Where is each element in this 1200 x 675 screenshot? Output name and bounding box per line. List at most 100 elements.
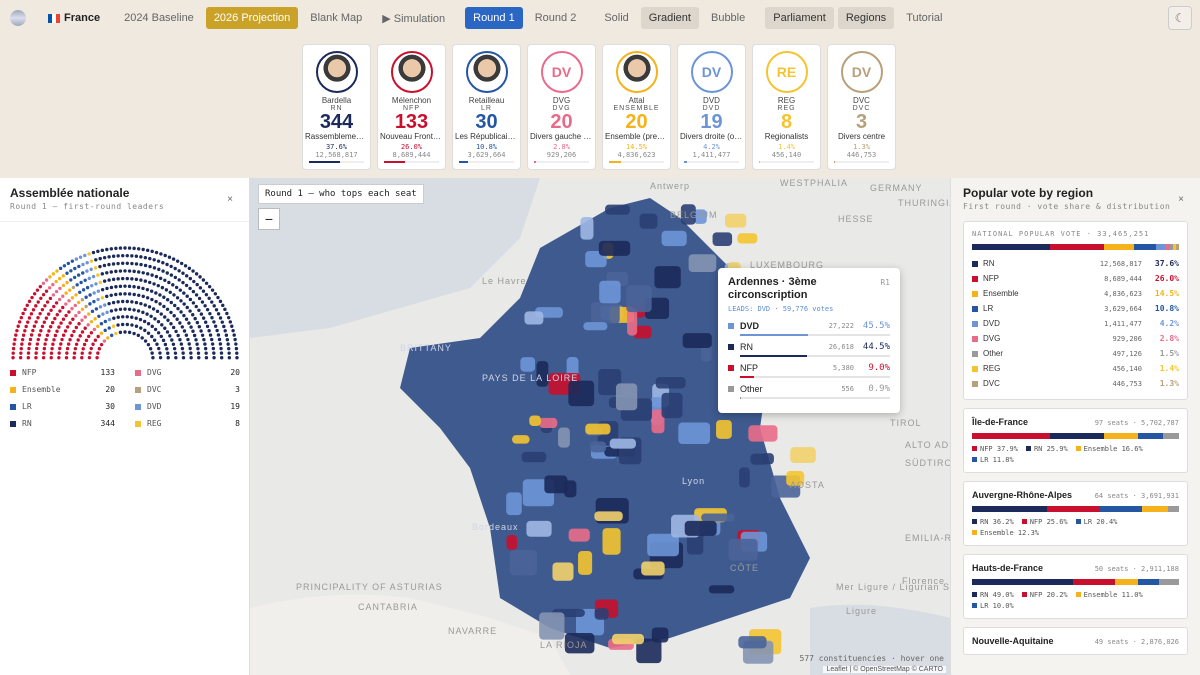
constituency-shape[interactable] [615, 383, 638, 411]
baseline-2024-button[interactable]: 2024 Baseline [124, 12, 194, 24]
candidate-card[interactable]: Bardella RN 344 Rassemblement... 37.6% 12,568… [302, 44, 371, 170]
country-selector[interactable]: France [40, 7, 112, 29]
constituency-shape[interactable] [524, 311, 544, 325]
constituency-shape[interactable] [678, 422, 711, 445]
constituency-shape[interactable] [712, 232, 733, 247]
close-icon[interactable]: × [227, 194, 233, 205]
constituency-shape[interactable] [609, 438, 636, 449]
constituency-shape[interactable] [655, 376, 686, 389]
region-card[interactable]: Auvergne-Rhône-Alpes 64 seats · 3,691,931… [963, 481, 1188, 546]
constituency-shape[interactable] [739, 467, 750, 488]
constituency-shape[interactable] [684, 520, 717, 536]
constituency-shape[interactable] [693, 209, 707, 224]
region-card[interactable]: Nouvelle-Aquitaine 49 seats · 2,876,026 [963, 627, 1188, 655]
constituency-shape[interactable] [682, 333, 712, 348]
constituency-shape[interactable] [633, 325, 652, 339]
tutorial-button[interactable]: Tutorial [906, 12, 943, 24]
constituency-shape[interactable] [506, 492, 522, 516]
constituency-shape[interactable] [639, 213, 658, 229]
constituency-shape[interactable] [526, 520, 552, 537]
region-card[interactable]: Île-de-France 97 seats · 5,702,787 NFP 37.… [963, 408, 1188, 473]
constituency-shape[interactable] [636, 638, 662, 664]
constituency-shape[interactable] [568, 528, 590, 542]
candidate-card[interactable]: DV DVC DVC 3 Divers centre 1.3% 446,753 [827, 44, 896, 170]
constituency-shape[interactable] [790, 447, 816, 463]
region-card[interactable]: Hauts-de-France 50 seats · 2,911,188 RN 49… [963, 554, 1188, 619]
constituency-shape[interactable] [716, 419, 732, 439]
blank-map-button[interactable]: Blank Map [310, 12, 363, 24]
constituency-shape[interactable] [748, 425, 778, 442]
constituency-shape[interactable] [786, 471, 805, 486]
constituency-shape[interactable] [506, 534, 518, 550]
constituency-shape[interactable] [594, 608, 609, 620]
gradient-mode-button[interactable]: Gradient [640, 7, 699, 29]
bubble-mode-button[interactable]: Bubble [710, 12, 746, 24]
regions-toggle[interactable]: Regions [837, 7, 895, 29]
candidate-card[interactable]: Mélenchon NFP 133 Nouveau Front P... 26.0% 8,… [377, 44, 446, 170]
constituency-shape[interactable] [680, 204, 696, 225]
candidate-card[interactable]: RE REG REG 8 Regionalists 1.4% 456,140 [752, 44, 821, 170]
round-2-button[interactable]: Round 2 [534, 12, 577, 24]
constituency-shape[interactable] [701, 513, 735, 522]
constituency-shape[interactable] [580, 217, 594, 240]
constituency-shape[interactable] [708, 585, 735, 594]
constituency-shape[interactable] [602, 528, 621, 555]
constituency-shape[interactable] [578, 550, 593, 575]
constituency-shape[interactable] [583, 322, 608, 331]
constituency-shape[interactable] [590, 441, 607, 453]
constituency-shape[interactable] [585, 423, 611, 435]
solid-mode-button[interactable]: Solid [604, 12, 629, 24]
constituency-shape[interactable] [654, 266, 681, 289]
constituency-shape[interactable] [641, 561, 665, 576]
constituency-shape[interactable] [536, 361, 549, 387]
constituency-shape[interactable] [738, 636, 767, 649]
parliament-toggle[interactable]: Parliament [765, 7, 834, 29]
constituency-shape[interactable] [599, 280, 621, 304]
constituency-shape[interactable] [661, 230, 687, 247]
constituency-shape[interactable] [688, 254, 717, 273]
simulation-button[interactable]: ▶ Simulation [382, 12, 446, 25]
constituency-shape[interactable] [626, 285, 652, 313]
constituency-shape[interactable] [568, 380, 595, 407]
constituency-shape[interactable] [529, 415, 541, 426]
close-icon[interactable]: × [1178, 194, 1184, 205]
round-1-button[interactable]: Round 1 [465, 7, 523, 29]
constituency-shape[interactable] [520, 357, 536, 372]
constituency-shape[interactable] [737, 233, 758, 244]
constituency-shape[interactable] [564, 633, 595, 654]
constituency-shape[interactable] [509, 550, 538, 576]
constituency-map[interactable]: WESTPHALIA GERMANY Antwerp BELGIUM HESSE THUR… [250, 178, 950, 675]
constituency-shape[interactable] [521, 451, 547, 463]
candidate-card[interactable]: DV DVG DVG 20 Divers gauche (o... 2.8% 929,206 [527, 44, 596, 170]
constituency-shape[interactable] [552, 562, 574, 581]
constituency-shape[interactable] [627, 308, 638, 336]
constituency-shape[interactable] [598, 240, 631, 256]
constituency-shape[interactable] [598, 368, 622, 396]
candidate-card[interactable]: Attal ENSEMBLE 20 Ensemble (presi... 14.5% 4,… [602, 44, 671, 170]
constituency-shape[interactable] [724, 213, 747, 228]
constituency-shape[interactable] [512, 435, 530, 444]
constituency-shape[interactable] [700, 343, 712, 362]
constituency-shape[interactable] [651, 627, 669, 643]
constituency-shape[interactable] [750, 453, 768, 465]
globe-icon[interactable] [10, 10, 26, 26]
constituency-shape[interactable] [728, 538, 758, 561]
constituency-shape[interactable] [661, 392, 683, 419]
dark-mode-moon-icon[interactable]: ☾ [1168, 6, 1192, 30]
constituency-shape[interactable] [594, 511, 623, 522]
projection-2026-button[interactable]: 2026 Projection [205, 7, 299, 29]
constituency-shape[interactable] [612, 633, 645, 645]
constituency-shape[interactable] [544, 475, 568, 494]
constituency-shape[interactable] [539, 417, 558, 429]
map-attribution[interactable]: Leaflet | © OpenStreetMap © CARTO [823, 666, 946, 673]
constituency-shape[interactable] [590, 301, 620, 324]
seat-dot [145, 272, 150, 276]
constituency-shape[interactable] [605, 204, 630, 215]
zoom-out-button[interactable]: − [258, 208, 280, 230]
candidate-card[interactable]: Retailleau LR 30 Les Républicain... 10.8% 3,6… [452, 44, 521, 170]
constituency-shape[interactable] [647, 533, 679, 557]
constituency-shape[interactable] [558, 427, 570, 448]
constituency-shape[interactable] [651, 409, 665, 434]
constituency-shape[interactable] [539, 612, 565, 640]
candidate-card[interactable]: DV DVD DVD 19 Divers droite (ot... 4.2% 1,411,… [677, 44, 746, 170]
